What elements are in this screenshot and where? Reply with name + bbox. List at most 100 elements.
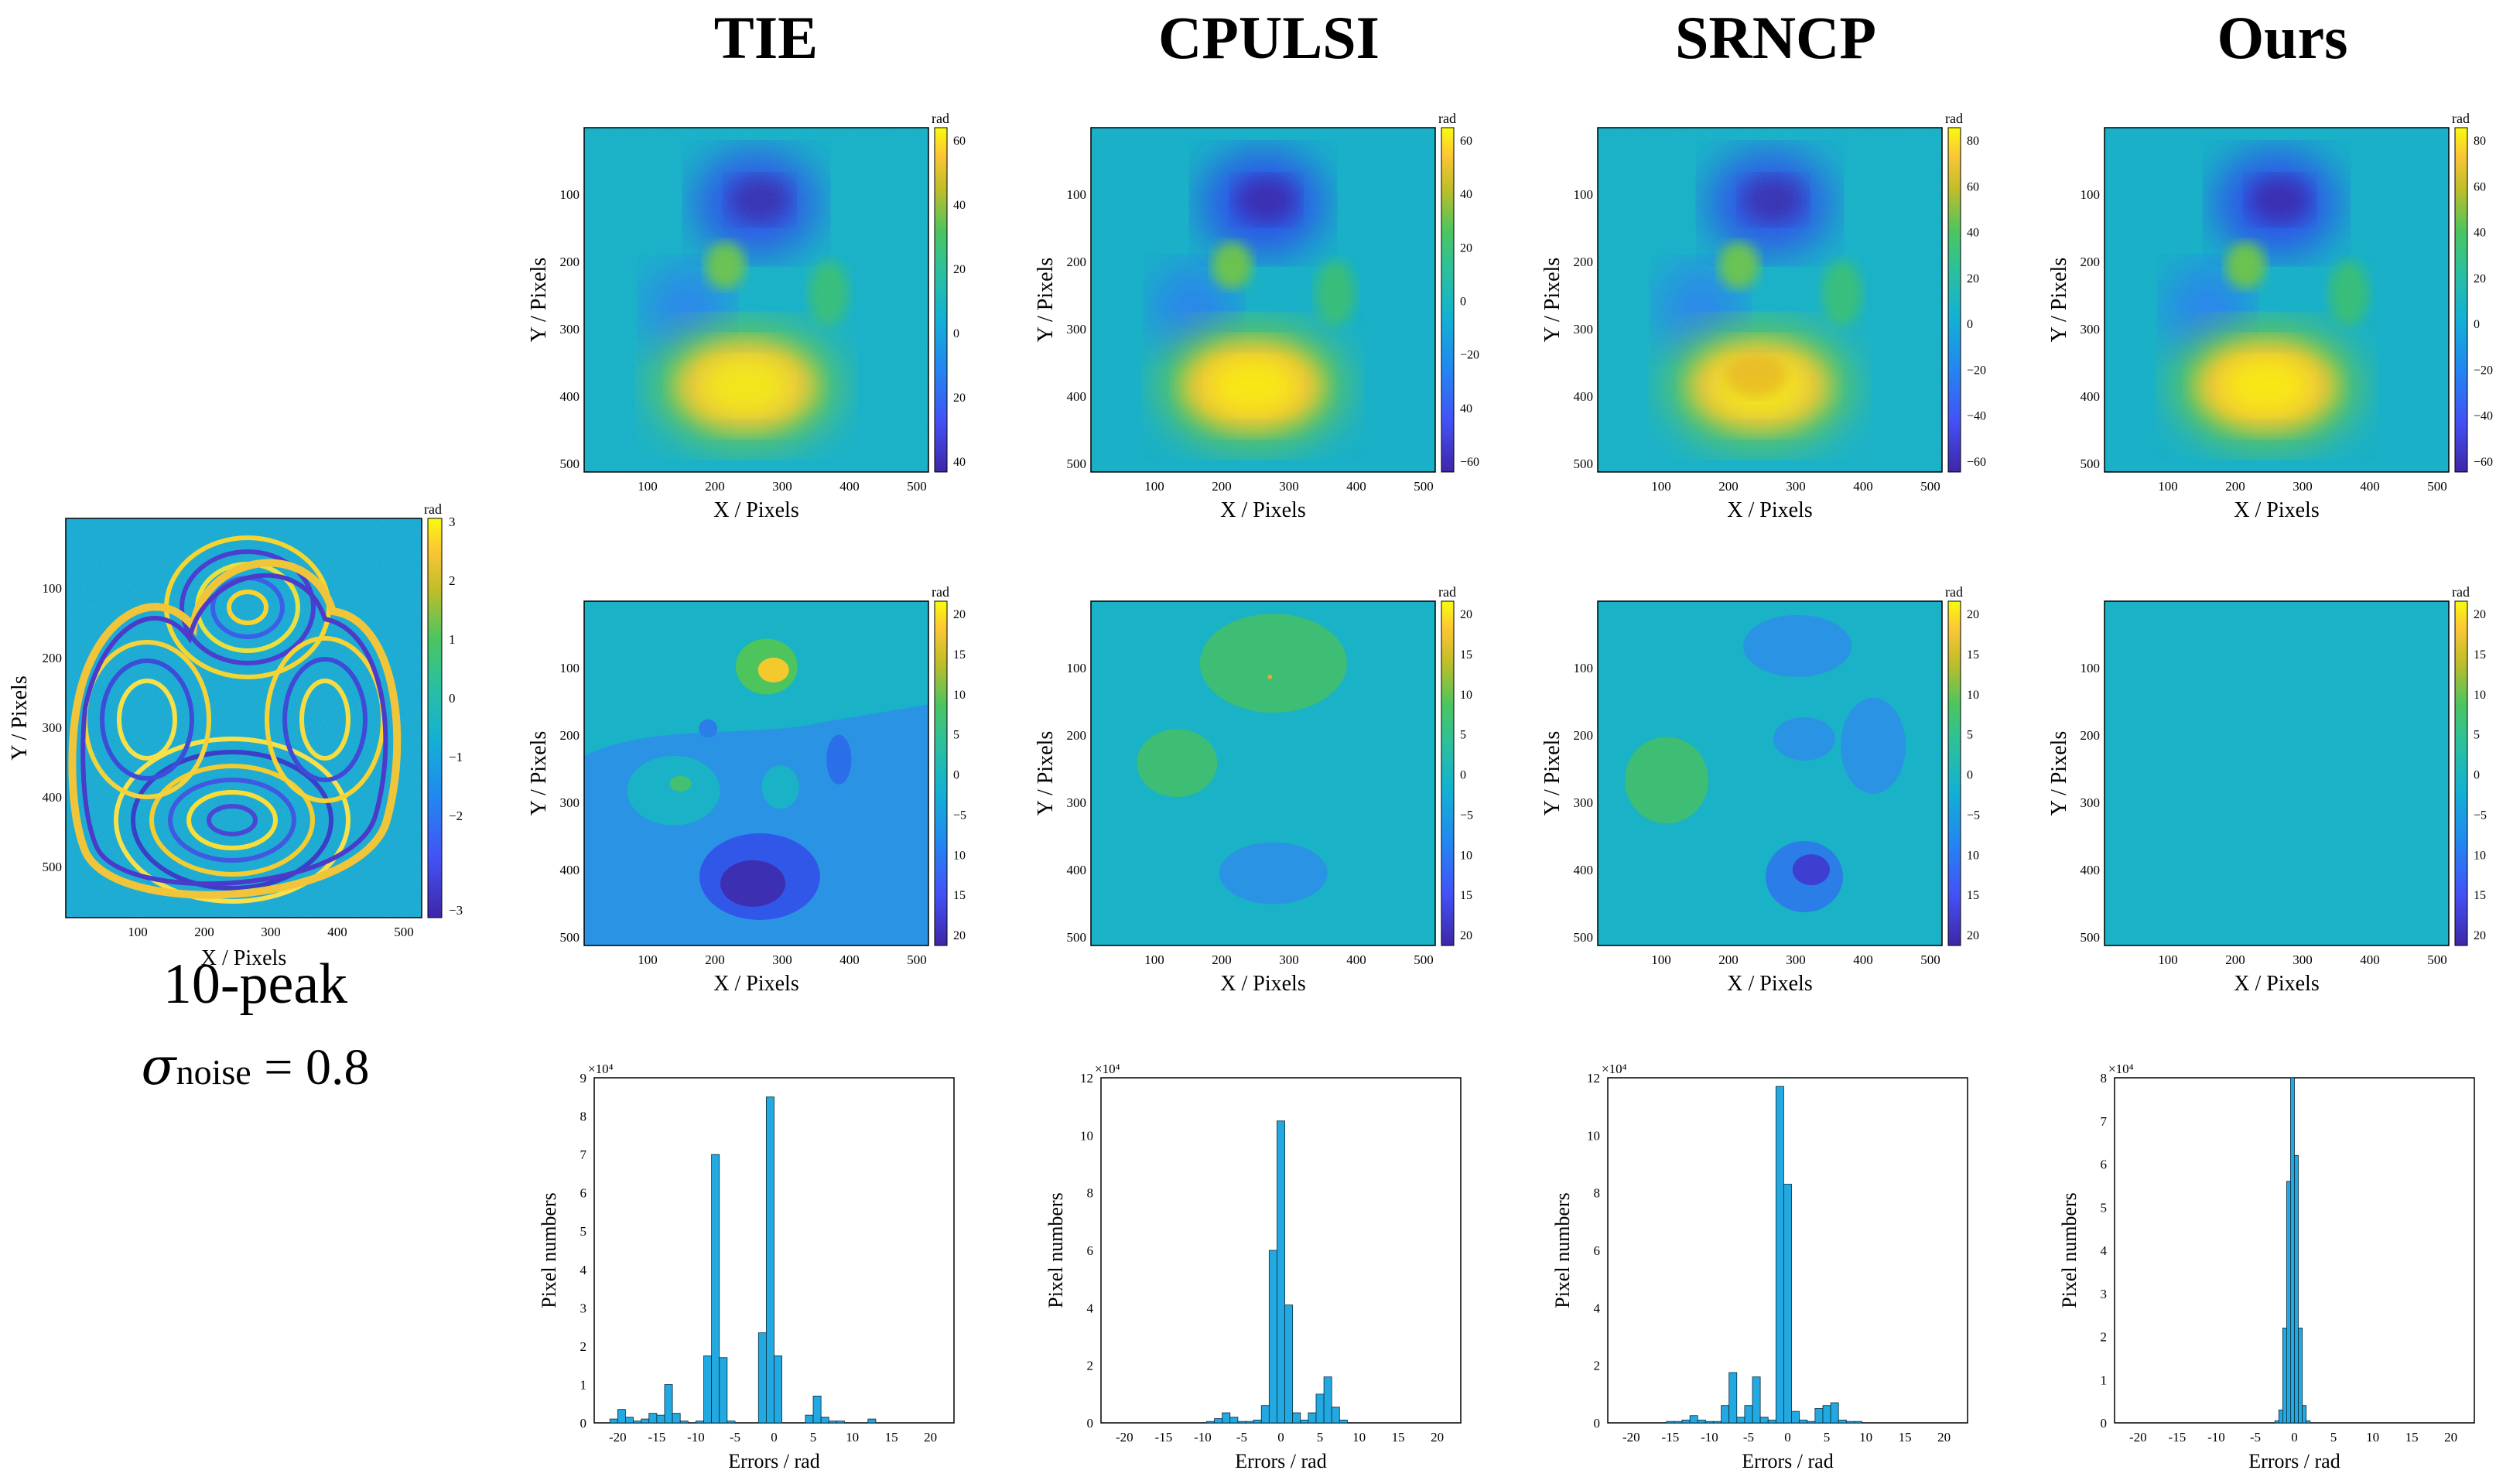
tick: 200 xyxy=(1718,479,1739,494)
y-tick: 7 xyxy=(2101,1114,2108,1129)
tick: 500 xyxy=(560,456,580,471)
wrapped-y-label: Y / Pixels xyxy=(8,675,32,760)
tick: 400 xyxy=(1346,952,1366,967)
x-tick: 10 xyxy=(1859,1430,1872,1445)
y-scale-label: ×10⁴ xyxy=(2108,1062,2134,1076)
wrapped-fringes xyxy=(66,518,422,918)
colorbar xyxy=(934,127,948,473)
x-tick: 0 xyxy=(1277,1430,1284,1445)
svg-text:3: 3 xyxy=(449,515,456,529)
y-tick: 8 xyxy=(1087,1186,1094,1201)
colorbar-tick: 15 xyxy=(2474,648,2486,662)
tick: 400 xyxy=(2081,389,2101,404)
histogram-bar xyxy=(1713,1421,1722,1424)
tick: 300 xyxy=(772,479,792,494)
colorbar-tick: 20 xyxy=(953,608,966,621)
svg-text:1: 1 xyxy=(449,632,456,647)
x-tick: -20 xyxy=(2129,1430,2147,1445)
tick: 100 xyxy=(560,187,580,202)
tick: 400 xyxy=(1574,863,1594,877)
tick: 400 xyxy=(1853,952,1873,967)
tick: 200 xyxy=(1067,255,1087,269)
histogram-bar xyxy=(2278,1409,2283,1424)
histogram-bar xyxy=(1308,1412,1317,1424)
colorbar-tick: 0 xyxy=(2474,769,2480,782)
y-tick: 6 xyxy=(1594,1243,1601,1258)
x-tick: 15 xyxy=(1392,1430,1405,1445)
tick: 200 xyxy=(705,479,725,494)
wrapped-unit: rad xyxy=(424,501,442,517)
histogram-bar xyxy=(820,1417,829,1424)
histogram-bar xyxy=(836,1421,845,1424)
y-tick: 9 xyxy=(580,1071,587,1086)
colorbar-tick: 0 xyxy=(1460,769,1466,782)
y-tick: 8 xyxy=(1594,1186,1601,1201)
x-tick: -15 xyxy=(1155,1430,1173,1445)
colorbar-tick: −20 xyxy=(2474,364,2493,377)
colorbar-tick: 10 xyxy=(1967,849,1979,862)
wrapped-x-ticks: 100 200 300 400 500 xyxy=(128,925,414,939)
tick: 500 xyxy=(907,952,927,967)
tick: 300 xyxy=(560,322,580,337)
map-error-tie-image xyxy=(584,601,928,945)
y-tick: 8 xyxy=(2101,1071,2108,1086)
histogram-bar xyxy=(1845,1421,1855,1424)
colorbar-tick: 10 xyxy=(1967,689,1979,702)
colorbar-tick: 10 xyxy=(953,849,966,862)
x-tick: -5 xyxy=(1743,1430,1754,1445)
tick: 300 xyxy=(261,925,281,939)
histogram-bar xyxy=(1260,1405,1270,1424)
histogram-bar xyxy=(1822,1405,1831,1424)
histogram-bar xyxy=(1323,1376,1332,1424)
tick: 200 xyxy=(1718,952,1739,967)
x-tick: -20 xyxy=(1116,1430,1133,1445)
tick: 100 xyxy=(1067,661,1087,675)
histogram-bar xyxy=(765,1096,774,1424)
method-title-cpulsi: CPULSI xyxy=(1157,4,1380,71)
x-tick: 0 xyxy=(2291,1430,2298,1445)
tick: 200 xyxy=(1212,479,1232,494)
colorbar-tick: 60 xyxy=(953,135,966,148)
histogram-bar xyxy=(1206,1421,1215,1424)
x-tick: 5 xyxy=(1824,1430,1831,1445)
colorbar-tick: 20 xyxy=(1460,241,1472,255)
colorbar-tick: −5 xyxy=(1460,809,1473,822)
histogram-bar xyxy=(1253,1419,1262,1424)
histogram-bar xyxy=(2306,1420,2311,1424)
histogram-bar xyxy=(1300,1419,1309,1424)
histogram-bar xyxy=(656,1414,665,1424)
colorbar xyxy=(1441,127,1455,473)
tick: 100 xyxy=(560,661,580,675)
tick: 500 xyxy=(1574,930,1594,945)
tick: 400 xyxy=(1067,863,1087,877)
colorbar-tick: 15 xyxy=(1460,648,1472,662)
x-tick: -20 xyxy=(1622,1430,1640,1445)
tick: 300 xyxy=(2293,952,2313,967)
x-axis-label: Errors / rad xyxy=(1742,1450,1833,1472)
x-tick: 20 xyxy=(1937,1430,1951,1445)
tick: 200 xyxy=(1574,728,1594,743)
method-title-srncp: SRNCP xyxy=(1674,4,1876,71)
tick: 100 xyxy=(1067,187,1087,202)
tick: 200 xyxy=(1212,952,1232,967)
histogram-bar xyxy=(703,1355,713,1424)
colorbar-unit: rad xyxy=(1945,584,1963,600)
map-error-ours-image xyxy=(2105,601,2449,945)
tick: 300 xyxy=(1279,479,1299,494)
map-unwrapped-tie-image xyxy=(584,128,928,472)
x-tick: -5 xyxy=(730,1430,740,1445)
colorbar-tick: −60 xyxy=(2474,456,2493,469)
histogram-bar xyxy=(2274,1420,2279,1424)
wrapped-colorbar xyxy=(427,518,443,918)
y-axis-label: Pixel numbers xyxy=(538,1192,560,1308)
histogram-bar xyxy=(828,1421,837,1424)
tick: 100 xyxy=(1651,952,1671,967)
x-tick: -15 xyxy=(648,1430,666,1445)
colorbar-tick: 20 xyxy=(953,392,966,405)
y-tick: 2 xyxy=(2101,1330,2108,1345)
histogram-bar xyxy=(1783,1184,1792,1424)
svg-text:0: 0 xyxy=(449,691,456,706)
